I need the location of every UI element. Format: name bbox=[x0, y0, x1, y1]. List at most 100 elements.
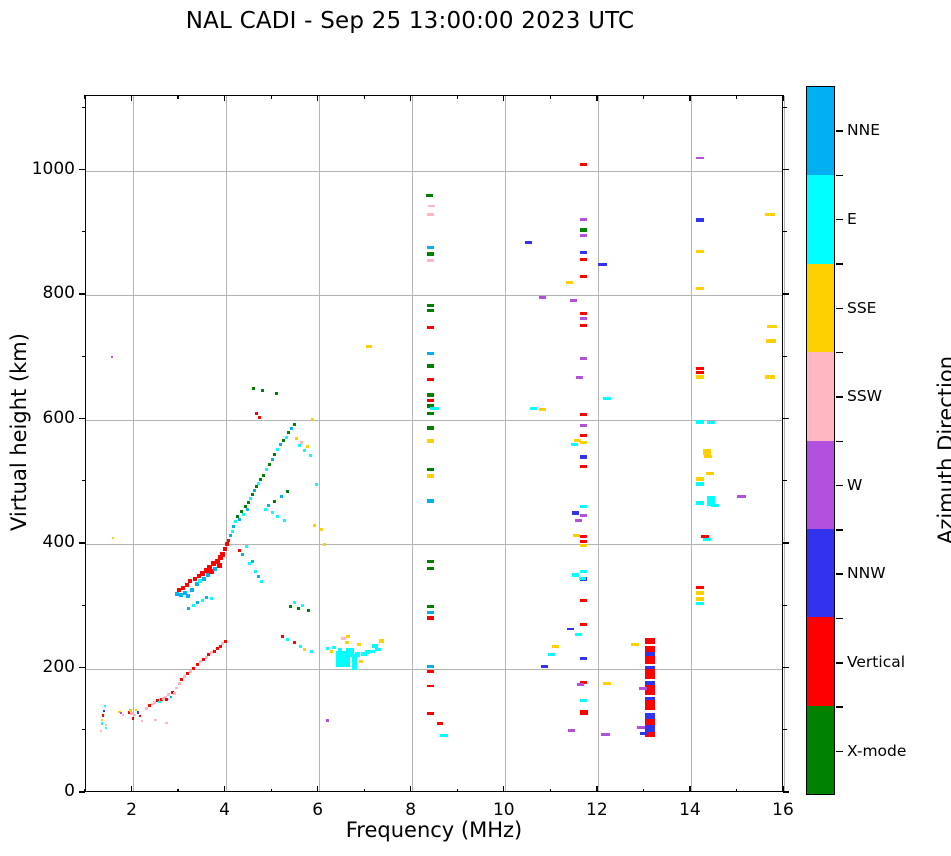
echo-pixel bbox=[436, 721, 443, 725]
echo-pixel bbox=[192, 576, 197, 581]
echo-pixel bbox=[188, 579, 193, 584]
echo-pixel bbox=[426, 438, 434, 443]
echo-pixel bbox=[222, 547, 227, 552]
echo-pixel bbox=[286, 638, 290, 642]
y-axis-tick-right bbox=[783, 666, 789, 669]
colorbar-segment-w bbox=[807, 440, 834, 529]
echo-pixel bbox=[294, 436, 298, 440]
echo-pixel bbox=[298, 644, 302, 648]
echo-pixel bbox=[286, 490, 290, 494]
echo-pixel bbox=[158, 701, 162, 704]
echo-pixel bbox=[696, 602, 705, 606]
echo-pixel bbox=[700, 535, 709, 539]
echo-pixel bbox=[580, 465, 588, 469]
echo-pixel bbox=[177, 588, 182, 593]
y-axis-tick-label: 200 bbox=[42, 656, 75, 677]
echo-pixel bbox=[702, 537, 711, 541]
echo-pixel bbox=[346, 647, 355, 657]
y-axis-minor-tick bbox=[81, 106, 85, 109]
echo-pixel bbox=[99, 729, 102, 732]
echo-pixel bbox=[138, 714, 141, 717]
echo-pixel bbox=[351, 654, 357, 671]
echo-pixel bbox=[638, 686, 647, 690]
echo-pixel bbox=[426, 498, 434, 503]
x-axis-minor-tick bbox=[549, 788, 551, 792]
echo-pixel bbox=[572, 510, 580, 515]
echo-pixel bbox=[580, 228, 588, 233]
echo-pixel bbox=[135, 708, 138, 711]
x-axis-minor-tick-top bbox=[363, 95, 365, 99]
echo-pixel bbox=[580, 357, 588, 361]
echo-pixel bbox=[264, 507, 268, 511]
echo-pixel bbox=[300, 440, 304, 444]
gridline-horizontal bbox=[86, 295, 782, 297]
colorbar-boundary-tick bbox=[836, 529, 843, 531]
echo-pixel bbox=[111, 356, 114, 359]
echo-pixel bbox=[303, 449, 307, 453]
echo-pixel bbox=[205, 573, 210, 578]
x-axis-tick-top bbox=[689, 95, 691, 101]
colorbar-boundary-tick bbox=[836, 174, 843, 177]
echo-pixel bbox=[579, 709, 588, 715]
echo-pixel bbox=[137, 710, 140, 714]
x-axis-tick bbox=[782, 786, 784, 792]
echo-pixel bbox=[541, 664, 549, 668]
echo-pixel bbox=[147, 704, 151, 708]
echo-pixel bbox=[305, 445, 309, 449]
echo-pixel bbox=[572, 533, 580, 537]
echo-pixel bbox=[254, 411, 258, 415]
colorbar-label-x-mode: X-mode bbox=[847, 741, 907, 760]
echo-pixel bbox=[256, 481, 260, 485]
y-axis-tick bbox=[79, 791, 85, 793]
echo-pixel bbox=[707, 495, 716, 506]
echo-pixel bbox=[427, 204, 435, 207]
gridline-vertical bbox=[504, 96, 506, 791]
echo-pixel bbox=[289, 604, 293, 608]
echo-pixel bbox=[580, 317, 588, 321]
echo-pixel bbox=[163, 696, 167, 699]
echo-pixel bbox=[261, 389, 265, 393]
echo-pixel bbox=[603, 396, 612, 400]
colorbar-boundary-tick bbox=[836, 617, 843, 620]
echo-pixel bbox=[287, 430, 291, 434]
echo-pixel bbox=[174, 687, 178, 690]
echo-pixel bbox=[210, 597, 214, 601]
echo-pixel bbox=[358, 659, 363, 663]
figure-title: NAL CADI - Sep 25 13:00:00 2023 UTC bbox=[185, 8, 635, 34]
echo-pixel bbox=[426, 684, 434, 687]
echo-pixel bbox=[524, 241, 532, 245]
echo-pixel bbox=[280, 634, 284, 638]
x-axis-minor-tick bbox=[270, 788, 272, 792]
gridline-horizontal bbox=[86, 170, 782, 172]
echo-pixel bbox=[426, 611, 434, 615]
echo-pixel bbox=[332, 645, 337, 649]
x-axis-tick bbox=[689, 786, 691, 792]
x-axis-minor-tick bbox=[456, 788, 458, 792]
echo-pixel bbox=[216, 562, 222, 568]
echo-pixel bbox=[169, 696, 172, 699]
echo-pixel bbox=[252, 489, 256, 493]
echo-pixel bbox=[580, 505, 588, 509]
echo-pixel bbox=[224, 542, 229, 547]
gridline-vertical bbox=[411, 96, 413, 791]
echo-pixel bbox=[432, 406, 440, 410]
echo-pixel bbox=[636, 725, 645, 729]
y-axis-minor-tick-right bbox=[783, 729, 787, 731]
echo-pixel bbox=[426, 212, 434, 216]
echo-pixel bbox=[290, 426, 294, 430]
echo-pixel bbox=[580, 540, 588, 544]
x-axis-minor-tick-top bbox=[549, 95, 551, 99]
colorbar-segment-ssw bbox=[807, 352, 834, 441]
plot-gridlines bbox=[86, 96, 785, 791]
echo-pixel bbox=[204, 655, 208, 659]
echo-pixel bbox=[361, 651, 368, 656]
echo-pixel bbox=[213, 566, 218, 571]
x-axis-tick-label: 8 bbox=[405, 800, 417, 820]
x-axis-minor-tick bbox=[84, 788, 86, 792]
x-axis-minor-tick bbox=[642, 788, 644, 792]
echo-pixel bbox=[240, 552, 244, 556]
echo-pixel bbox=[344, 640, 349, 644]
echo-pixel bbox=[292, 601, 296, 605]
echo-pixel bbox=[765, 339, 776, 344]
